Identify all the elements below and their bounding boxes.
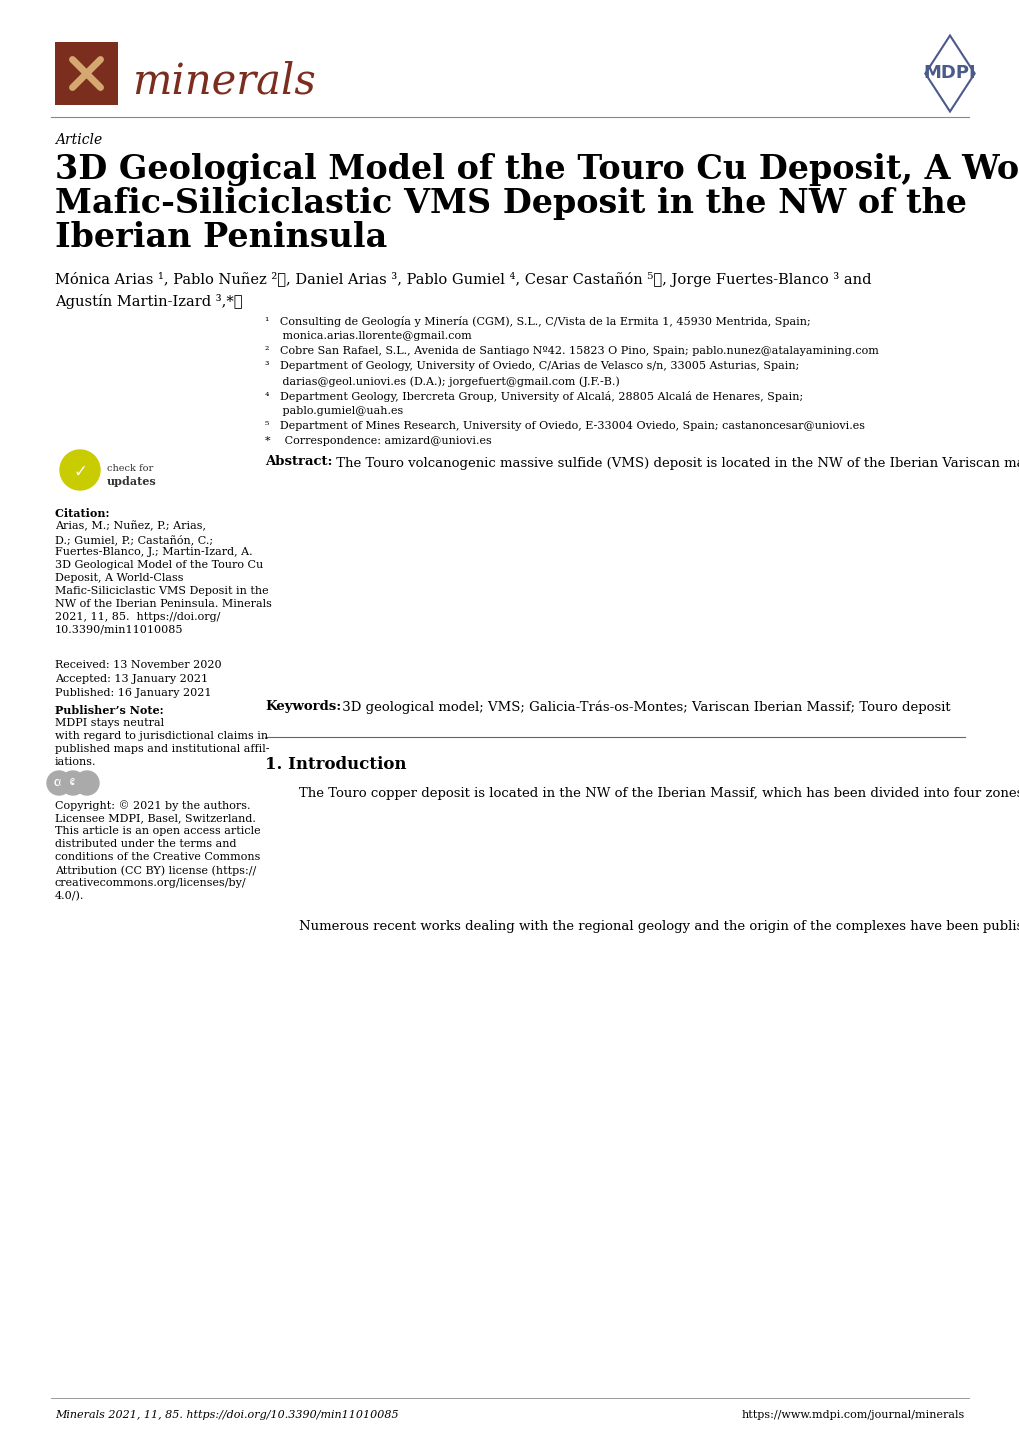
Text: Mafic-Siliciclastic VMS Deposit in the: Mafic-Siliciclastic VMS Deposit in the (55, 585, 268, 596)
Text: *    Correspondence: amizard@uniovi.es: * Correspondence: amizard@uniovi.es (265, 435, 491, 446)
Text: check for: check for (107, 464, 153, 473)
Text: Iberian Peninsula: Iberian Peninsula (55, 221, 387, 254)
Text: Published: 16 January 2021: Published: 16 January 2021 (55, 688, 211, 698)
Bar (55, 42, 118, 105)
Text: Mafic-Siliciclastic VMS Deposit in the NW of the: Mafic-Siliciclastic VMS Deposit in the N… (55, 187, 966, 221)
Text: Numerous recent works dealing with the regional geology and the origin of the co: Numerous recent works dealing with the r… (265, 920, 1019, 933)
Text: Arias, M.; Nuñez, P.; Arias,: Arias, M.; Nuñez, P.; Arias, (55, 521, 206, 532)
Text: Abstract:: Abstract: (265, 456, 332, 469)
Text: 3D geological model; VMS; Galicia-Trás-os-Montes; Variscan Iberian Massif; Touro: 3D geological model; VMS; Galicia-Trás-o… (337, 699, 950, 714)
Text: MDPI stays neutral: MDPI stays neutral (55, 718, 164, 728)
Text: monica.arias.llorente@gmail.com: monica.arias.llorente@gmail.com (265, 332, 471, 340)
Circle shape (47, 771, 71, 795)
Text: Attribution (CC BY) license (https://: Attribution (CC BY) license (https:// (55, 865, 256, 875)
Text: Article: Article (55, 133, 102, 147)
Text: The Touro copper deposit is located in the NW of the Iberian Massif, which has b: The Touro copper deposit is located in t… (265, 786, 1019, 799)
Text: 10.3390/min11010085: 10.3390/min11010085 (55, 624, 183, 634)
Text: Fuertes-Blanco, J.; Martin-Izard, A.: Fuertes-Blanco, J.; Martin-Izard, A. (55, 547, 253, 557)
Text: darias@geol.uniovi.es (D.A.); jorgefuert@gmail.com (J.F.-B.): darias@geol.uniovi.es (D.A.); jorgefuert… (265, 376, 620, 386)
Text: ✓: ✓ (73, 463, 87, 482)
Text: The Touro volcanogenic massive sulfide (VMS) deposit is located in the NW of the: The Touro volcanogenic massive sulfide (… (331, 456, 1019, 470)
Text: BY: BY (82, 779, 93, 787)
Text: NW of the Iberian Peninsula. ​Minerals: NW of the Iberian Peninsula. ​Minerals (55, 598, 272, 609)
Text: 1. Introduction: 1. Introduction (265, 756, 407, 773)
Text: ¹   Consulting de Geología y Minería (CGM), S.L., C/Vista de la Ermita 1, 45930 : ¹ Consulting de Geología y Minería (CGM)… (265, 316, 810, 327)
Text: Received: 13 November 2020: Received: 13 November 2020 (55, 660, 221, 671)
Text: creativecommons.org/licenses/by/: creativecommons.org/licenses/by/ (55, 878, 247, 888)
Text: CC: CC (53, 779, 64, 787)
Text: ³   Department of Geology, University of Oviedo, C/Arias de Velasco s/n, 33005 A: ³ Department of Geology, University of O… (265, 360, 799, 371)
Text: Publisher’s Note:: Publisher’s Note: (55, 705, 167, 717)
Text: with regard to jurisdictional claims in: with regard to jurisdictional claims in (55, 731, 268, 741)
Text: This article is an open access article: This article is an open access article (55, 826, 261, 836)
Text: Citation:: Citation: (55, 508, 113, 519)
Text: 3D Geological Model of the Touro Cu: 3D Geological Model of the Touro Cu (55, 559, 263, 570)
Text: updates: updates (107, 476, 157, 487)
Text: Minerals 2021, 11, 85. https://doi.org/10.3390/min11010085: Minerals 2021, 11, 85. https://doi.org/1… (55, 1410, 398, 1420)
Text: ⁴   Department Geology, Ibercreta Group, University of Alcalá, 28805 Alcalá de H: ⁴ Department Geology, Ibercreta Group, U… (265, 391, 803, 402)
Text: conditions of the Creative Commons: conditions of the Creative Commons (55, 852, 260, 862)
Text: iations.: iations. (55, 757, 97, 767)
Text: minerals: minerals (131, 61, 316, 102)
Text: Mónica Arias ¹, Pablo Nuñez ²ⓘ, Daniel Arias ³, Pablo Gumiel ⁴, Cesar Castañón ⁵: Mónica Arias ¹, Pablo Nuñez ²ⓘ, Daniel A… (55, 273, 870, 287)
Text: D.; Gumiel, P.; Castañón, C.;: D.; Gumiel, P.; Castañón, C.; (55, 534, 213, 545)
Circle shape (75, 771, 99, 795)
Text: published maps and institutional affil-: published maps and institutional affil- (55, 744, 269, 754)
Text: distributed under the terms and: distributed under the terms and (55, 839, 236, 849)
Text: Agustín Martin-Izard ³,*ⓘ: Agustín Martin-Izard ³,*ⓘ (55, 294, 243, 309)
Text: MDPI: MDPI (923, 65, 975, 82)
Circle shape (60, 450, 100, 490)
Text: 4.0/).: 4.0/). (55, 891, 85, 901)
Text: Deposit, A World-Class: Deposit, A World-Class (55, 572, 183, 583)
Text: ©: © (69, 779, 76, 787)
Text: https://www.mdpi.com/journal/minerals: https://www.mdpi.com/journal/minerals (741, 1410, 964, 1420)
Circle shape (61, 771, 85, 795)
Text: Licensee MDPI, Basel, Switzerland.: Licensee MDPI, Basel, Switzerland. (55, 813, 256, 823)
Text: Copyright: © 2021 by the authors.: Copyright: © 2021 by the authors. (55, 800, 251, 810)
Text: ⁵   Department of Mines Research, University of Oviedo, E-33004 Oviedo, Spain; c: ⁵ Department of Mines Research, Universi… (265, 421, 864, 431)
Text: ²   Cobre San Rafael, S.L., Avenida de Santiago Nº42. 15823 O Pino, Spain; pablo: ² Cobre San Rafael, S.L., Avenida de San… (265, 346, 878, 356)
Text: Keywords:: Keywords: (265, 699, 341, 712)
Text: 3D Geological Model of the Touro Cu Deposit, A World-Class: 3D Geological Model of the Touro Cu Depo… (55, 153, 1019, 186)
Text: Accepted: 13 January 2021: Accepted: 13 January 2021 (55, 673, 208, 684)
Text: pablo.gumiel@uah.es: pablo.gumiel@uah.es (265, 407, 403, 415)
Text: 2021, ​11, ​85.  https://doi.org/: 2021, ​11, ​85. https://doi.org/ (55, 611, 220, 622)
